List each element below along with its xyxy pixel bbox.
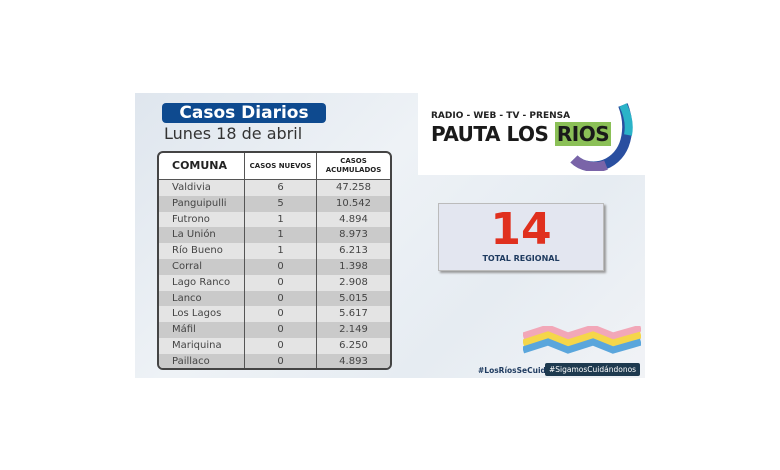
comuna-cell: Máfil — [159, 322, 245, 338]
table-row: Máfil 0 2.149 — [159, 322, 390, 338]
comuna-cell: Río Bueno — [159, 243, 245, 259]
casos-acumulados-cell: 10.542 — [336, 197, 371, 209]
casos-nuevos-cell: 1 — [245, 243, 317, 259]
casos-acumulados-cell: 5.015 — [339, 292, 368, 304]
table-row: Lanco 0 5.015 — [159, 290, 390, 307]
casos-nuevos-cell: 0 — [245, 337, 317, 354]
casos-acumulados-cell: 6.250 — [339, 339, 368, 351]
region-waves-icon — [523, 326, 641, 354]
comuna-cell: Lanco — [159, 290, 245, 307]
header-casos-acumulados: CASOS ACUMULADOS — [325, 157, 382, 174]
table-row: Mariquina 0 6.250 — [159, 337, 390, 354]
casos-nuevos-cell: 0 — [245, 306, 317, 323]
logo-name-a: PAUTA LOS — [431, 122, 555, 146]
total-value: 14 — [490, 204, 552, 255]
casos-nuevos-cell: 0 — [245, 290, 317, 307]
casos-acumulados-cell: 2.908 — [339, 276, 368, 288]
comuna-cell: Lago Ranco — [159, 274, 245, 291]
table-row: La Unión 1 8.973 — [159, 227, 390, 244]
casos-nuevos-cell: 0 — [245, 274, 317, 291]
casos-acumulados-cell: 6.213 — [339, 245, 368, 257]
comuna-cell: Paillaco — [159, 353, 245, 368]
header-casos-nuevos: CASOS NUEVOS — [245, 153, 317, 179]
table-row: Corral 0 1.398 — [159, 258, 390, 275]
casos-nuevos-cell: 1 — [245, 227, 317, 244]
page-title: Casos Diarios — [162, 103, 326, 123]
table-header: COMUNA CASOS NUEVOS CASOS ACUMULADOS — [159, 153, 390, 180]
comuna-cell: La Unión — [159, 227, 245, 244]
casos-nuevos-cell: 0 — [245, 353, 317, 368]
casos-acumulados-cell: 2.149 — [339, 324, 368, 336]
casos-acumulados-cell: 5.617 — [339, 308, 368, 320]
casos-acumulados-cell: 4.894 — [339, 213, 368, 225]
casos-acumulados-cell: 1.398 — [339, 260, 368, 272]
casos-nuevos-cell: 0 — [245, 322, 317, 338]
total-label: TOTAL REGIONAL — [482, 254, 560, 263]
table-row: Futrono 1 4.894 — [159, 211, 390, 228]
casos-nuevos-cell: 1 — [245, 211, 317, 228]
logo-name-b: RIOS — [554, 122, 612, 146]
comuna-cell: Mariquina — [159, 337, 245, 354]
casos-nuevos-cell: 0 — [245, 258, 317, 275]
comuna-cell: Los Lagos — [159, 306, 245, 323]
header-comuna: COMUNA — [159, 153, 245, 179]
infographic: Casos Diarios Lunes 18 de abril COMUNA C… — [135, 93, 645, 378]
casos-acumulados-cell: 8.973 — [339, 229, 368, 241]
table-row: Los Lagos 0 5.617 — [159, 306, 390, 323]
casos-acumulados-cell: 47.258 — [336, 182, 371, 193]
hashtag-sigamos: #SigamosCuidándonos — [545, 363, 641, 376]
casos-nuevos-cell: 6 — [245, 180, 317, 196]
comuna-cell: Corral — [159, 258, 245, 275]
comuna-cell: Panguipulli — [159, 195, 245, 212]
table-row: Valdivia 6 47.258 — [159, 180, 390, 196]
table-row: Río Bueno 1 6.213 — [159, 243, 390, 259]
logo-tagline: RADIO - WEB - TV - PRENSA — [431, 111, 571, 121]
total-regional-box: 14 TOTAL REGIONAL — [438, 203, 604, 271]
cases-table: COMUNA CASOS NUEVOS CASOS ACUMULADOS Val… — [157, 151, 392, 370]
casos-nuevos-cell: 5 — [245, 195, 317, 212]
hashtag-los-rios: #LosRíosSeCuida — [478, 366, 551, 375]
logo-swoosh-icon — [570, 103, 633, 171]
comuna-cell: Valdivia — [159, 180, 245, 196]
pauta-los-rios-logo: RADIO - WEB - TV - PRENSA PAUTA LOS RIOS — [418, 93, 645, 175]
table-row: Panguipulli 5 10.542 — [159, 195, 390, 212]
logo-name: PAUTA LOS RIOS — [431, 122, 612, 146]
comuna-cell: Futrono — [159, 211, 245, 228]
date-label: Lunes 18 de abril — [164, 124, 303, 143]
casos-acumulados-cell: 4.893 — [339, 355, 368, 367]
table-row: Lago Ranco 0 2.908 — [159, 274, 390, 291]
table-row: Paillaco 0 4.893 — [159, 353, 390, 368]
